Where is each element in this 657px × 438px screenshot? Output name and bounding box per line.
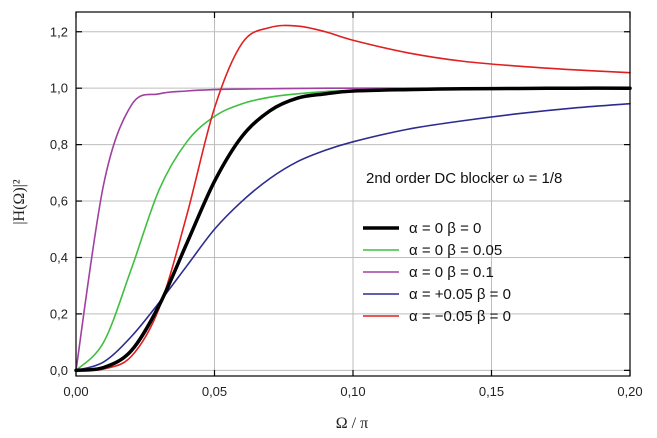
legend-item: α = 0 β = 0 <box>363 220 481 237</box>
series-line <box>75 24 631 372</box>
y-tick-label: 1,2 <box>50 24 68 39</box>
axis-ticks: 0,00 0,05 0,10 0,15 0,20 0,0 0,2 0,4 0,6 0,8 1,0 1,… <box>50 12 643 399</box>
x-tick-label: 0,15 <box>479 384 504 399</box>
y-tick-label: 1,0 <box>50 81 68 96</box>
x-tick-label: 0,20 <box>617 384 642 399</box>
y-tick-label: 0,8 <box>50 137 68 152</box>
legend-item: α = 0 β = 0.1 <box>363 264 494 281</box>
legend: α = 0 β = 0 α = 0 β = 0.05 α = 0 β = 0.1… <box>363 220 511 325</box>
x-axis-title: Ω / π <box>336 415 368 432</box>
legend-label: α = 0 β = 0.05 <box>409 242 502 259</box>
y-axis-title: |H(Ω)|² <box>11 179 28 225</box>
legend-label: α = −0.05 β = 0 <box>409 308 511 325</box>
series-line <box>74 86 632 373</box>
legend-label: α = 0 β = 0.1 <box>409 264 494 281</box>
chart-annotation: 2nd order DC blocker ω = 1/8 <box>366 170 562 187</box>
x-tick-label: 0,00 <box>63 384 88 399</box>
legend-item: α = −0.05 β = 0 <box>363 308 511 325</box>
y-tick-label: 0,6 <box>50 194 68 209</box>
x-tick-label: 0,05 <box>202 384 227 399</box>
x-tick-label: 0,10 <box>340 384 365 399</box>
grid-lines <box>75 12 631 376</box>
y-tick-label: 0,4 <box>50 250 68 265</box>
legend-item: α = +0.05 β = 0 <box>363 286 511 303</box>
legend-label: α = +0.05 β = 0 <box>409 286 511 303</box>
y-tick-label: 0,0 <box>50 363 68 378</box>
series-line <box>75 102 631 372</box>
legend-item: α = 0 β = 0.05 <box>363 242 502 259</box>
legend-label: α = 0 β = 0 <box>409 220 481 237</box>
y-tick-label: 0,2 <box>50 306 68 321</box>
series-lines <box>74 24 632 373</box>
